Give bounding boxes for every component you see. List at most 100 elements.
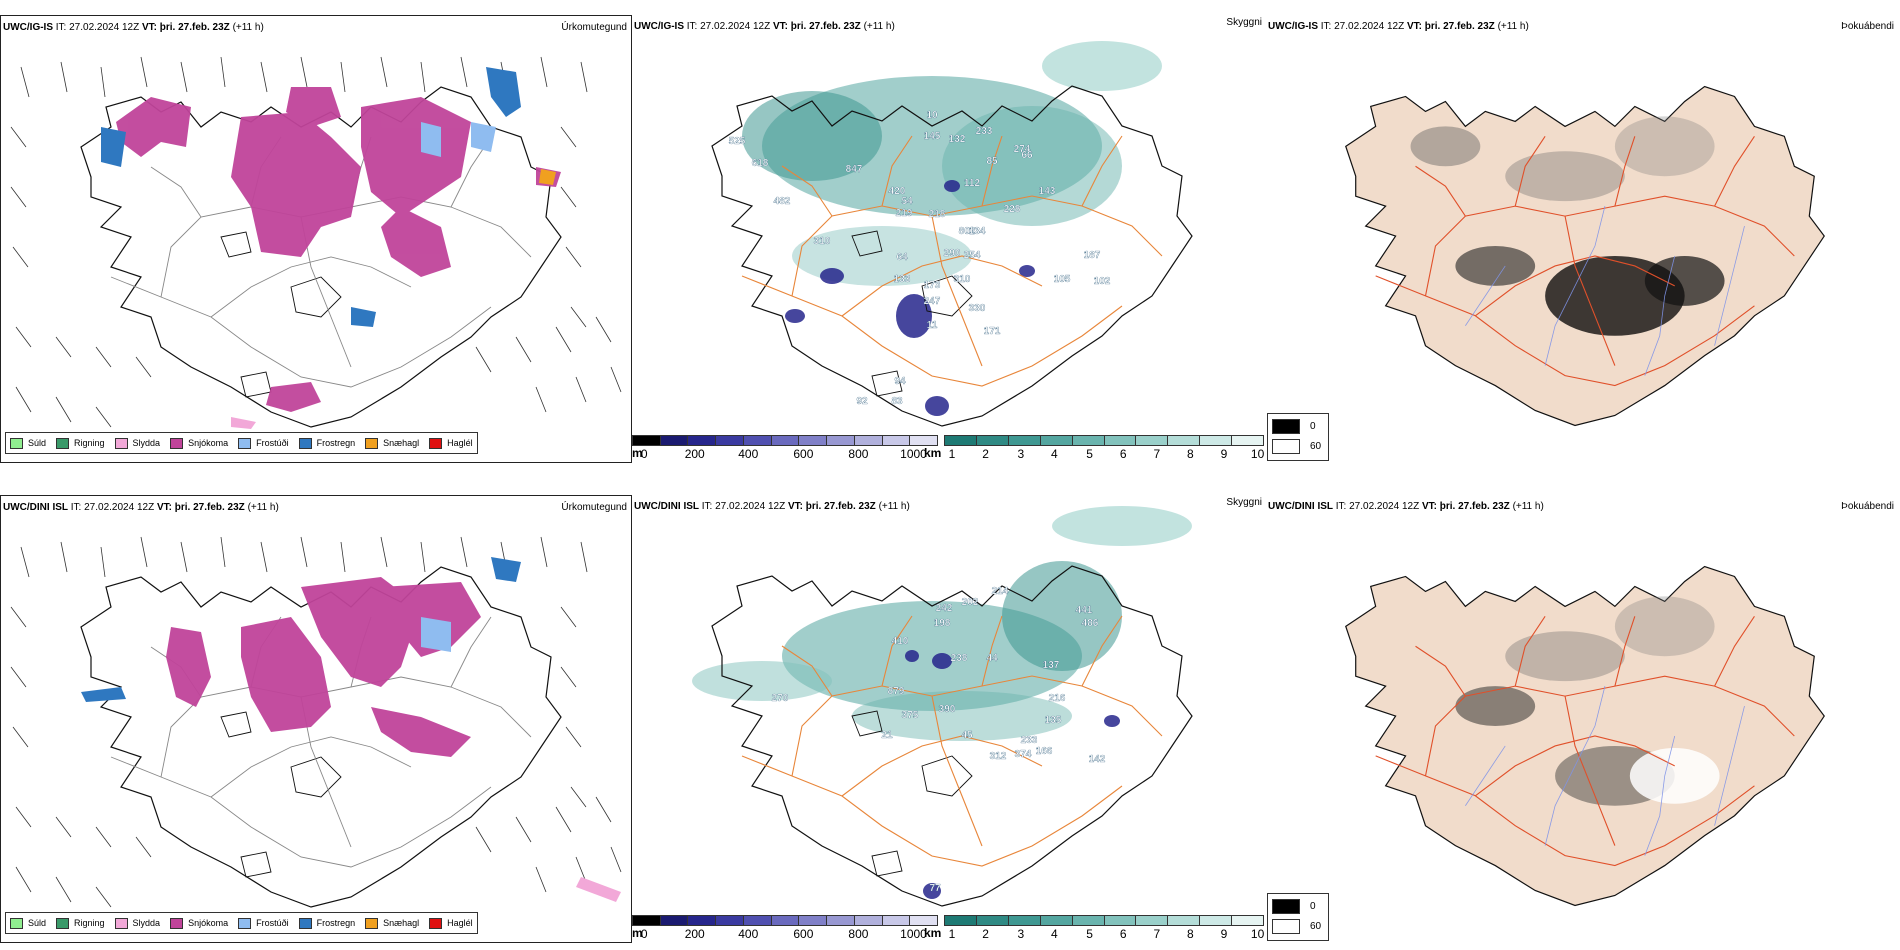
colorbar-tick-label: 8 xyxy=(1187,447,1194,461)
colorbar-tick-label: 1000 xyxy=(900,927,927,941)
model-name: UWC/IG-IS xyxy=(634,21,684,32)
legend-item-rigning: Rigning xyxy=(56,437,105,449)
colorbar-segment xyxy=(1008,436,1041,445)
legend-swatch xyxy=(365,917,379,929)
colorbar-segment xyxy=(1008,916,1041,925)
colorbar-tick-label: 6 xyxy=(1119,447,1127,461)
init-time-label: IT: xyxy=(1335,501,1347,512)
visibility-panel-row1: 525 618 482 847 310 420 54 219 218 802 290 64 133 173… xyxy=(632,15,1264,463)
terrain-height-label: 233 xyxy=(976,126,993,137)
fog-panel-row1: UWC/IG-IS IT: 27.02.2024 12Z VT: þri. 27… xyxy=(1266,15,1898,463)
panel-title: Skyggni xyxy=(1226,497,1262,508)
colorbar-tick-label: 9 xyxy=(1220,447,1228,461)
model-name: UWC/DINI ISL xyxy=(634,501,699,512)
terrain-height-label: 198 xyxy=(934,618,951,629)
altitude-colorbar-bar xyxy=(632,915,938,926)
terrain-height-label: 132 xyxy=(949,134,966,145)
terrain-height-label: 137 xyxy=(1043,660,1060,671)
colorbar-segment xyxy=(1040,436,1073,445)
terrain-height-label: 77 xyxy=(929,883,941,894)
colorbar-segment xyxy=(1072,436,1105,445)
colorbar-tick-label: 9 xyxy=(1220,927,1228,941)
legend-label: Rigning xyxy=(74,918,105,928)
visibility-unit: km xyxy=(924,446,942,460)
valid-time-label: VT: xyxy=(141,22,157,33)
colorbar-tick-label: 1000 xyxy=(900,447,927,461)
colorbar-segment xyxy=(688,436,717,445)
visibility-colorbar-ticks: 1 2 3 4 5 6 7 8 9 10 xyxy=(944,446,1265,461)
terrain-height-label: 802 xyxy=(959,226,976,237)
colorbar-tick-label: 1 xyxy=(948,927,956,941)
legend-label: Súld xyxy=(28,438,47,448)
valid-time: þri. 27.feb. 23Z xyxy=(1424,21,1495,32)
valid-time: þri. 27.feb. 23Z xyxy=(1439,501,1510,512)
colorbar-segment xyxy=(716,916,744,925)
legend-swatch xyxy=(56,917,70,929)
legend-label: Frostúði xyxy=(256,438,289,448)
terrain-height-label: 228 xyxy=(1004,204,1021,215)
colorbar-tick-label: 800 xyxy=(848,927,869,941)
colorbar-tick-label: 4 xyxy=(1051,927,1058,941)
legend-swatch xyxy=(10,917,23,929)
terrain-height-label: 216 xyxy=(1049,693,1066,704)
colorbar-segment xyxy=(1104,916,1137,925)
colorbar-segment xyxy=(976,436,1009,445)
legend-swatch xyxy=(365,437,379,449)
terrain-height-label: 618 xyxy=(752,158,769,169)
colorbar-segment xyxy=(1040,916,1073,925)
snow-areas xyxy=(166,577,481,757)
visibility-map-row2: 2422022144101984414861378793753902161352… xyxy=(692,506,1264,943)
init-time-label: IT: xyxy=(55,22,67,33)
altitude-unit: m xyxy=(632,926,643,940)
iceland-land xyxy=(1346,567,1824,906)
terrain-height-label: 847 xyxy=(846,164,863,175)
terrain-height-label: 374 xyxy=(1015,749,1032,760)
colorbar-tick-label: 600 xyxy=(793,447,814,461)
colorbar-segment xyxy=(716,436,744,445)
panel-title: Þokuábendi xyxy=(1841,501,1894,512)
terrain-height-label: 254 xyxy=(964,250,981,261)
legend-item-haglel: Haglél xyxy=(429,437,473,449)
colorbar-segment xyxy=(799,436,828,445)
terrain-height-label: 143 xyxy=(1039,186,1056,197)
visibility-colorbar-ticks: 1 2 3 4 5 6 7 8 9 10 xyxy=(944,926,1265,941)
legend-swatch xyxy=(298,917,312,929)
terrain-height-label: 290 xyxy=(944,248,961,259)
model-name: UWC/IG-IS xyxy=(3,22,53,33)
colorbar-segment xyxy=(976,916,1009,925)
legend-label: Slydda xyxy=(132,438,161,448)
legend-label: Snjókoma xyxy=(188,438,229,448)
colorbar-segment xyxy=(882,916,911,925)
lead-time: (+11 h) xyxy=(1497,21,1529,32)
terrain-height-label: 390 xyxy=(939,704,956,715)
colorbar-segment xyxy=(660,436,689,445)
legend-label: Frostregn xyxy=(316,438,356,448)
valid-time-label: VT: xyxy=(1421,501,1437,512)
colorbar-segment xyxy=(945,436,977,445)
fog-legend-item: 60 xyxy=(1272,439,1324,454)
init-time: 27.02.2024 12Z xyxy=(1349,501,1420,512)
legend-item-snaehagl: Snæhagl xyxy=(365,437,419,449)
colorbar-segment xyxy=(882,436,911,445)
terrain-height-label: 375 xyxy=(902,710,919,721)
legend-swatch xyxy=(114,917,128,929)
fog-legend-row1: 0 60 xyxy=(1267,413,1329,461)
colorbar-segment xyxy=(799,916,828,925)
colorbar-segment xyxy=(1200,436,1233,445)
terrain-height-label: 171 xyxy=(984,326,1001,337)
altitude-colorbar-ticks: 0 200 400 600 800 1000 xyxy=(632,446,938,461)
colorbar-tick-label: 200 xyxy=(684,447,705,461)
terrain-height-label: 64 xyxy=(896,252,908,263)
colorbar-tick-label: 10 xyxy=(1250,447,1265,461)
fog-legend-label: 0 xyxy=(1310,421,1316,432)
colorbar-segment xyxy=(854,916,883,925)
colorbar-tick-label: 0 xyxy=(640,447,648,461)
panel-title: Úrkomutegund xyxy=(561,22,627,33)
colorbar-segment xyxy=(1232,916,1264,925)
terrain-height-label: 330 xyxy=(969,303,986,314)
legend-item-slydda: Slydda xyxy=(114,917,160,929)
legend-label: Frostregn xyxy=(316,918,356,928)
visibility-colorbar-bar xyxy=(944,435,1264,446)
model-name: UWC/IG-IS xyxy=(1268,21,1318,32)
